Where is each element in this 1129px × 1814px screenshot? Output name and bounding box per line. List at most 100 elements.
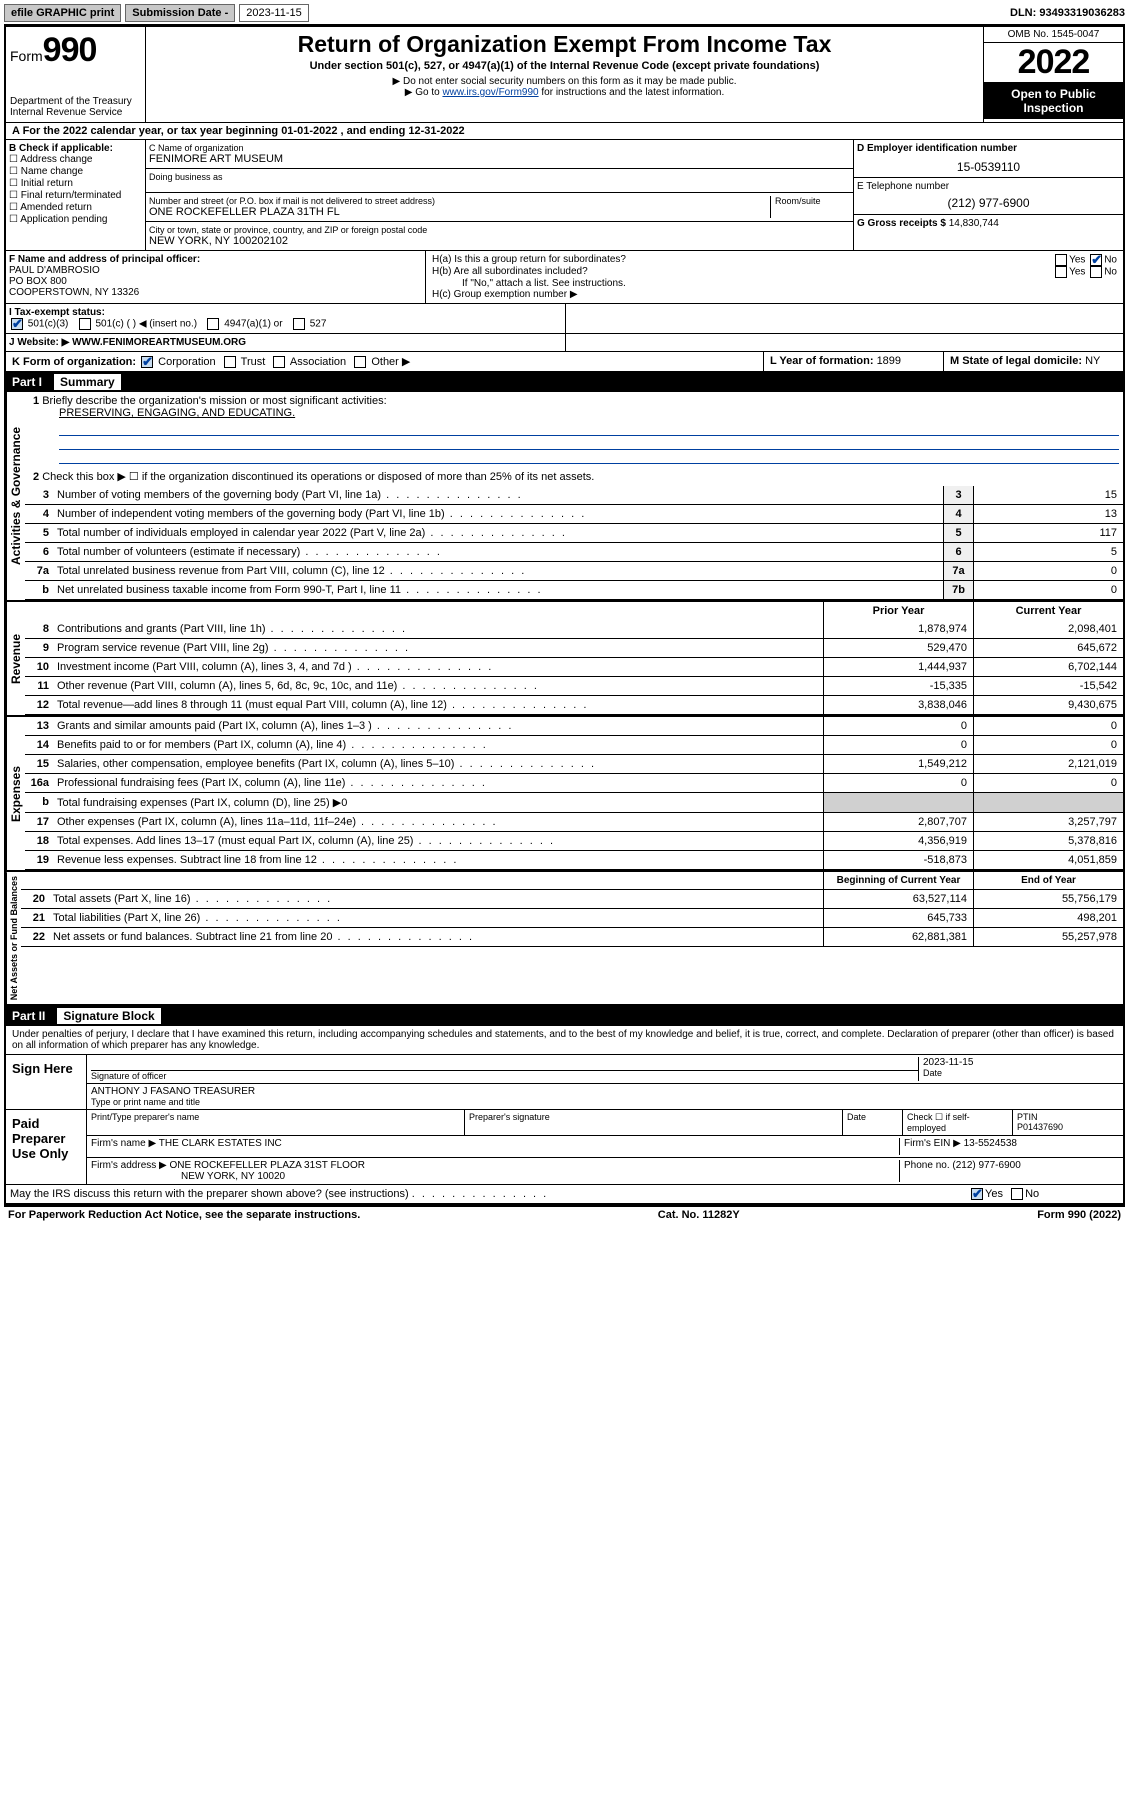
address-row: Number and street (or P.O. box if mail i… — [146, 193, 853, 222]
principal-officer-block: F Name and address of principal officer:… — [6, 251, 426, 303]
mission-text: PRESERVING, ENGAGING, AND EDUCATING. — [59, 407, 295, 419]
exp-line-15: 15 Salaries, other compensation, employe… — [25, 755, 1123, 774]
chk-501c3[interactable] — [11, 318, 23, 330]
ha-answer[interactable]: Yes No — [1053, 254, 1117, 266]
dept-treasury: Department of the Treasury — [10, 96, 141, 107]
telephone-row: E Telephone number (212) 977-6900 — [854, 178, 1123, 215]
org-name-row: C Name of organization FENIMORE ART MUSE… — [146, 140, 853, 169]
col-b-header: B Check if applicable: — [9, 143, 142, 154]
form-title: Return of Organization Exempt From Incom… — [150, 31, 979, 58]
rev-line-9: 9 Program service revenue (Part VIII, li… — [25, 639, 1123, 658]
officer-name: PAUL D'AMBROSIO — [9, 265, 422, 276]
paid-preparer-label: Paid Preparer Use Only — [6, 1110, 86, 1184]
firm-ein-label: Firm's EIN ▶ — [904, 1138, 961, 1149]
part2-header: Part II Signature Block — [6, 1006, 1123, 1026]
form-number: 990 — [43, 31, 97, 69]
website-row: J Website: ▶ WWW.FENIMOREARTMUSEUM.ORG — [6, 334, 566, 351]
exp-line-18: 18 Total expenses. Add lines 13–17 (must… — [25, 832, 1123, 851]
submission-date-label: Submission Date - — [125, 4, 235, 22]
dln-label: DLN: 93493319036283 — [1010, 7, 1125, 19]
vlabel-expenses: Expenses — [6, 717, 25, 870]
firm-addr-label: Firm's address ▶ — [91, 1160, 167, 1171]
chk-501c[interactable] — [79, 318, 91, 330]
vlabel-netassets: Net Assets or Fund Balances — [6, 872, 21, 1004]
chk-name-change[interactable]: ☐ Name change — [9, 166, 142, 177]
footer-pra: For Paperwork Reduction Act Notice, see … — [8, 1209, 360, 1221]
street-address: ONE ROCKEFELLER PLAZA 31TH FL — [149, 206, 770, 218]
gov-line-3: 3 Number of voting members of the govern… — [25, 486, 1123, 505]
ein-value: 15-0539110 — [857, 160, 1120, 174]
rev-line-8: 8 Contributions and grants (Part VIII, l… — [25, 620, 1123, 639]
form-subtitle: Under section 501(c), 527, or 4947(a)(1)… — [150, 60, 979, 72]
officer-addr1: PO BOX 800 — [9, 276, 422, 287]
form-org-row: K Form of organization: Corporation Trus… — [6, 352, 763, 371]
website-value: WWW.FENIMOREARTMUSEUM.ORG — [72, 337, 246, 348]
chk-address-change[interactable]: ☐ Address change — [9, 154, 142, 165]
chk-4947[interactable] — [207, 318, 219, 330]
open-inspection: Open to Public Inspection — [984, 83, 1123, 119]
gov-line-b: b Net unrelated business taxable income … — [25, 581, 1123, 600]
exp-line-13: 13 Grants and similar amounts paid (Part… — [25, 717, 1123, 736]
hdr-current-year: Current Year — [973, 602, 1123, 620]
chk-other[interactable] — [354, 356, 366, 368]
chk-corporation[interactable] — [141, 356, 153, 368]
discuss-question: May the IRS discuss this return with the… — [6, 1185, 963, 1203]
q1-mission: 1 Briefly describe the organization's mi… — [25, 392, 1123, 422]
irs-link[interactable]: www.irs.gov/Form990 — [442, 87, 538, 98]
org-name: FENIMORE ART MUSEUM — [149, 153, 850, 165]
telephone-value: (212) 977-6900 — [857, 196, 1120, 210]
form-prefix: Form — [10, 48, 43, 64]
ptin-value: P01437690 — [1017, 1122, 1063, 1132]
vlabel-governance: Activities & Governance — [6, 392, 25, 600]
hdr-prior-year: Prior Year — [823, 602, 973, 620]
chk-trust[interactable] — [224, 356, 236, 368]
gov-line-6: 6 Total number of volunteers (estimate i… — [25, 543, 1123, 562]
na-line-21: 21 Total liabilities (Part X, line 26) 6… — [21, 909, 1123, 928]
discuss-answer[interactable]: Yes No — [963, 1185, 1123, 1203]
vlabel-revenue: Revenue — [6, 602, 25, 715]
chk-amended[interactable]: ☐ Amended return — [9, 202, 142, 213]
tax-year: 2022 — [984, 43, 1123, 83]
prep-check-self[interactable]: Check ☐ if self-employed — [903, 1110, 1013, 1135]
chk-application[interactable]: ☐ Application pending — [9, 214, 142, 225]
rev-line-10: 10 Investment income (Part VIII, column … — [25, 658, 1123, 677]
omb-number: OMB No. 1545-0047 — [984, 27, 1123, 43]
efile-header: efile GRAPHIC print Submission Date - 20… — [4, 4, 1125, 25]
exp-line-16a: 16a Professional fundraising fees (Part … — [25, 774, 1123, 793]
chk-initial-return[interactable]: ☐ Initial return — [9, 178, 142, 189]
tax-exempt-row: I Tax-exempt status: 501(c)(3) 501(c) ( … — [6, 304, 566, 333]
year-formation: L Year of formation: 1899 — [763, 352, 943, 371]
chk-527[interactable] — [293, 318, 305, 330]
penalty-statement: Under penalties of perjury, I declare th… — [6, 1026, 1123, 1054]
city-state-zip: NEW YORK, NY 100202102 — [149, 235, 850, 247]
officer-printed-name: ANTHONY J FASANO TREASURER — [91, 1086, 1119, 1097]
footer-form: Form 990 (2022) — [1037, 1209, 1121, 1221]
sig-officer-label: Signature of officer — [91, 1071, 918, 1081]
efile-print-btn[interactable]: efile GRAPHIC print — [4, 4, 121, 22]
form-year-block: OMB No. 1545-0047 2022 Open to Public In… — [983, 27, 1123, 122]
prep-sig-label: Preparer's signature — [465, 1110, 843, 1135]
prep-name-label: Print/Type preparer's name — [87, 1110, 465, 1135]
firm-name: THE CLARK ESTATES INC — [159, 1138, 282, 1149]
prep-date-label: Date — [843, 1110, 903, 1135]
phone-label: Phone no. — [904, 1160, 952, 1171]
gross-receipts-value: 14,830,744 — [949, 218, 999, 229]
chk-association[interactable] — [273, 356, 285, 368]
submission-date-value: 2023-11-15 — [239, 4, 308, 22]
hb-answer[interactable]: Yes No — [1053, 266, 1117, 278]
phone-value: (212) 977-6900 — [952, 1160, 1020, 1171]
exp-line-19: 19 Revenue less expenses. Subtract line … — [25, 851, 1123, 870]
q2-discontinued: 2 Check this box ▶ ☐ if the organization… — [25, 464, 1123, 486]
chk-final-return[interactable]: ☐ Final return/terminated — [9, 190, 142, 201]
exp-line-b: b Total fundraising expenses (Part IX, c… — [25, 793, 1123, 813]
part1-header: Part I Summary — [6, 372, 1123, 392]
footer-cat: Cat. No. 11282Y — [658, 1209, 740, 1221]
dba-row: Doing business as — [146, 169, 853, 193]
firm-name-label: Firm's name ▶ — [91, 1138, 156, 1149]
rev-line-11: 11 Other revenue (Part VIII, column (A),… — [25, 677, 1123, 696]
gov-line-4: 4 Number of independent voting members o… — [25, 505, 1123, 524]
group-return-block: H(a) Is this a group return for subordin… — [426, 251, 1123, 303]
firm-ein: 13-5524538 — [964, 1138, 1017, 1149]
form-id-block: Form990 Department of the Treasury Inter… — [6, 27, 146, 122]
sign-here-label: Sign Here — [6, 1055, 86, 1109]
